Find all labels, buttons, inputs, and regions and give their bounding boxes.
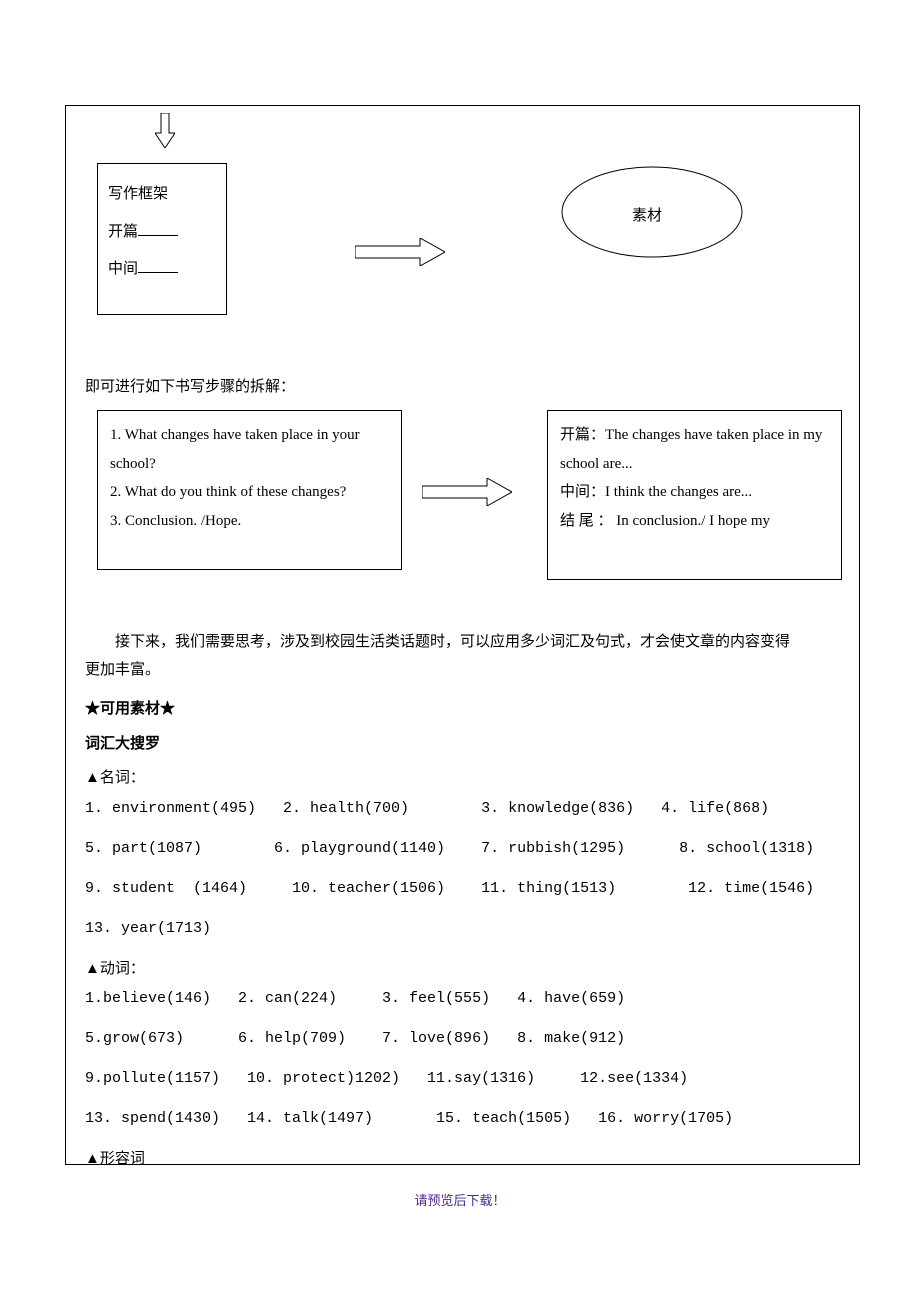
verb-row-4: 13. spend(1430) 14. talk(1497) 15. teach… [85, 1110, 855, 1127]
noun-row-3: 9. student (1464) 10. teacher(1506) 11. … [85, 880, 855, 897]
framework-box: 写作框架 开篇 中间 [97, 163, 227, 315]
verb-row-1: 1.believe(146) 2. can(224) 3. feel(555) … [85, 990, 855, 1007]
right-arrow-icon [355, 238, 445, 266]
ellipse-label: 素材 [632, 204, 662, 225]
blank-line [138, 272, 178, 273]
paragraph-1b: 更加丰富。 [85, 656, 160, 685]
heading-vocab: 词汇大搜罗 [85, 730, 160, 759]
verb-row-2: 5.grow(673) 6. help(709) 7. love(896) 8.… [85, 1030, 855, 1047]
heading-verb: ▲动词： [85, 955, 145, 984]
down-arrow-icon [155, 113, 175, 148]
answers-box: 开篇：The changes have taken place in my sc… [547, 410, 842, 580]
footer-text: 请预览后下载！ [0, 1190, 920, 1209]
blank-line [138, 235, 178, 236]
answer-line-1: 开篇：The changes have taken place in my sc… [560, 421, 829, 478]
answer-line-3: 结 尾 ： In conclusion./ I hope my [560, 507, 829, 536]
question-1: 1. What changes have taken place in your… [110, 421, 389, 478]
framework-line1: 开篇 [108, 214, 216, 252]
noun-row-1: 1. environment(495) 2. health(700) 3. kn… [85, 800, 855, 817]
questions-box: 1. What changes have taken place in your… [97, 410, 402, 570]
noun-row-4: 13. year(1713) [85, 920, 855, 937]
paragraph-1: 接下来，我们需要思考，涉及到校园生活类话题时，可以应用多少词汇及句式，才会使文章… [85, 628, 845, 657]
framework-line2: 中间 [108, 251, 216, 289]
answer-line-2: 中间：I think the changes are... [560, 478, 829, 507]
question-2: 2. What do you think of these changes? [110, 478, 389, 507]
intro-line: 即可进行如下书写步骤的拆解： [85, 375, 295, 396]
right-arrow-icon [422, 478, 512, 506]
heading-noun: ▲名词： [85, 764, 145, 793]
heading-material: ★可用素材★ [85, 695, 175, 724]
noun-row-2: 5. part(1087) 6. playground(1140) 7. rub… [85, 840, 855, 857]
framework-title: 写作框架 [108, 176, 216, 214]
question-3: 3. Conclusion. /Hope. [110, 507, 389, 536]
verb-row-3: 9.pollute(1157) 10. protect)1202) 11.say… [85, 1070, 855, 1087]
heading-adj: ▲形容词 [85, 1145, 145, 1174]
